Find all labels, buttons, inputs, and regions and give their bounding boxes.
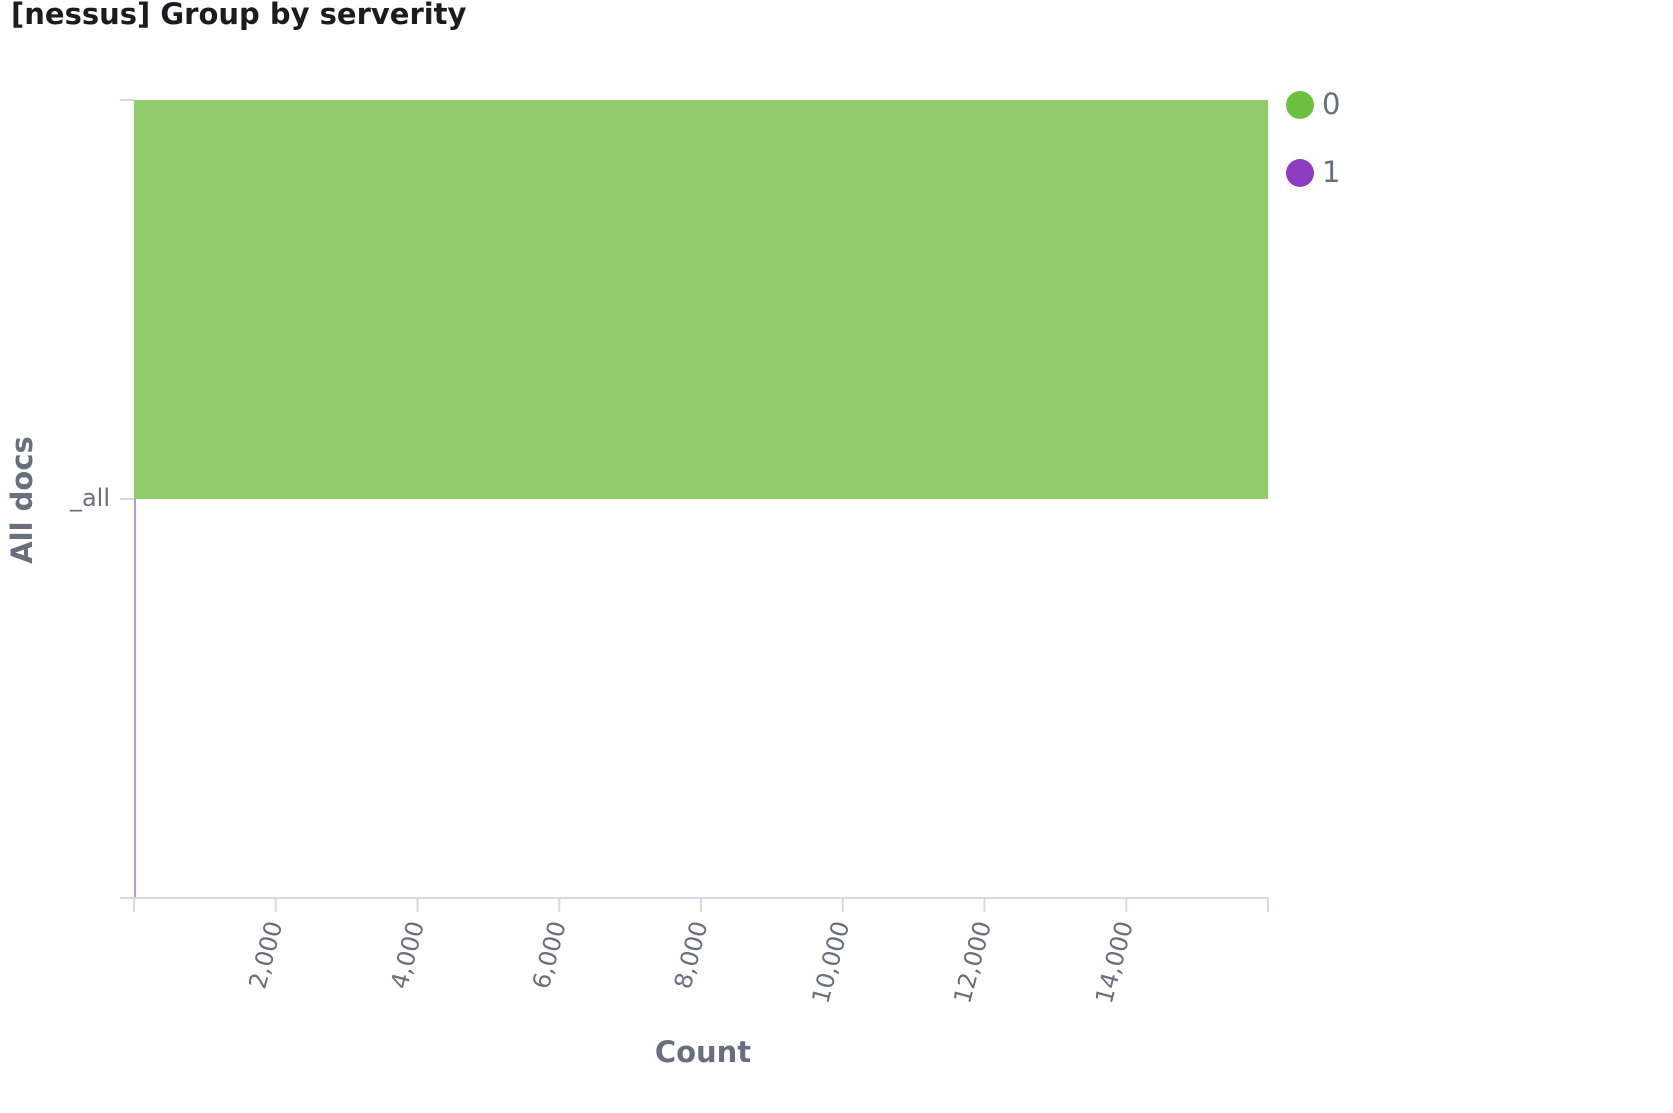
x-tick-label: 14,000: [1090, 918, 1139, 1006]
x-axis-title: Count: [655, 1035, 751, 1069]
y-tick-label: _all: [69, 484, 110, 512]
legend: 01: [1286, 87, 1340, 189]
x-tick-label: 12,000: [948, 918, 997, 1006]
legend-label-1: 1: [1322, 155, 1340, 189]
legend-label-0: 0: [1322, 87, 1340, 121]
legend-swatch-0: [1286, 91, 1314, 119]
legend-swatch-1: [1286, 159, 1314, 187]
bars-layer: [134, 100, 1268, 898]
x-tick-label: 8,000: [669, 918, 714, 992]
bar-series-0: [134, 100, 1268, 499]
x-tick-label: 2,000: [243, 918, 288, 992]
x-tick-label: 10,000: [807, 918, 856, 1006]
y-axis-title: All docs: [5, 436, 39, 564]
x-tick-label: 6,000: [527, 918, 572, 992]
panel-title: [nessus] Group by serverity: [11, 0, 467, 31]
x-tick-label: 4,000: [385, 918, 430, 992]
